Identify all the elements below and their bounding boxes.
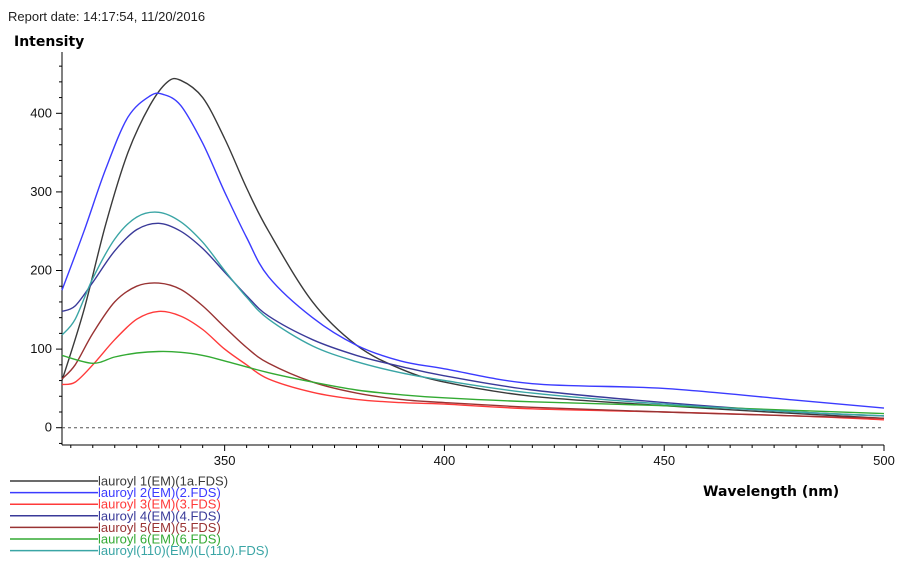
series-line-2 [61,92,885,409]
y-tick-label: 100 [30,341,52,356]
x-tick-label: 500 [873,453,895,468]
x-tick-label: 350 [214,453,236,468]
x-tick-label: 400 [434,453,456,468]
y-tick-label: 0 [45,420,52,435]
legend-label-7: lauroyl(110)(EM)(L(110).FDS) [98,543,269,558]
legend-label-1: lauroyl 1(EM)(1a.FDS) [98,474,228,489]
legend-label-2: lauroyl 2(EM)(2.FDS) [98,485,221,500]
series-line-3 [61,310,885,421]
legend-label-4: lauroyl 4(EM)(4.FDS) [98,508,221,523]
series-line-6 [61,350,885,415]
chart-axes: 0 100 200 300 400 350 400 450 500 [30,52,895,468]
x-axis-title: Wavelength (nm) [703,484,840,500]
series-line-1 [61,77,885,419]
legend-label-5: lauroyl 5(EM)(5.FDS) [98,520,221,535]
x-tick-label: 450 [653,453,675,468]
report-date: Report date: 14:17:54, 11/20/2016 [8,9,206,24]
y-tick-label: 300 [30,184,52,199]
y-tick-label: 400 [30,105,52,120]
series-layer [61,77,885,421]
series-line-4 [61,222,885,417]
series-line-7 [61,211,885,417]
series-line-5 [61,282,885,419]
y-tick-label: 200 [30,263,52,278]
legend-label-6: lauroyl 6(EM)(6.FDS) [98,532,221,547]
legend: lauroyl 1(EM)(1a.FDS)lauroyl 2(EM)(2.FDS… [10,474,269,558]
y-axis-title: Intensity [14,34,85,50]
legend-label-3: lauroyl 3(EM)(3.FDS) [98,497,221,512]
